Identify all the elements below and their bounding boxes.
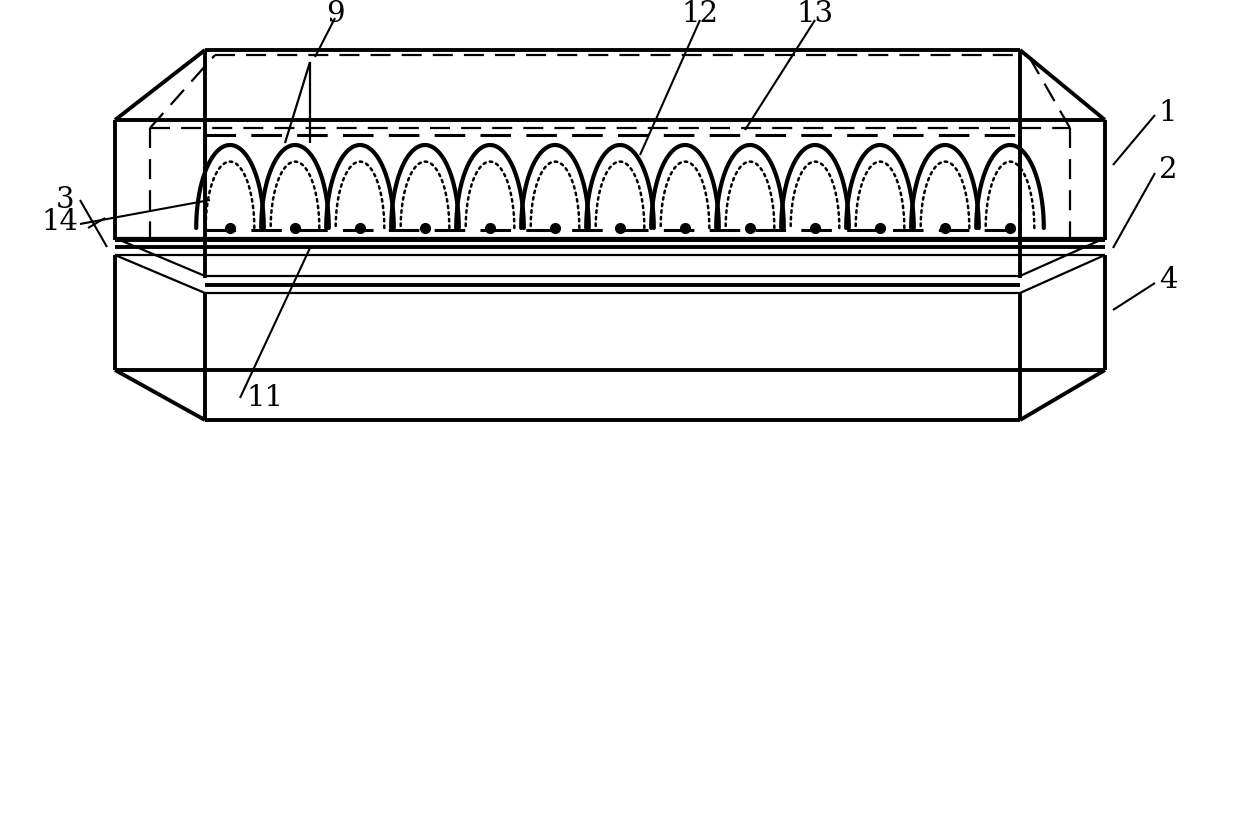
Text: 14: 14 [41,208,78,236]
Text: 9: 9 [326,0,345,28]
Text: 12: 12 [682,0,718,28]
Text: 4: 4 [1158,266,1177,294]
Text: 2: 2 [1158,156,1177,184]
Text: 13: 13 [796,0,833,28]
Text: 11: 11 [247,384,284,412]
Text: 3: 3 [56,186,74,214]
Text: 1: 1 [1158,99,1177,127]
